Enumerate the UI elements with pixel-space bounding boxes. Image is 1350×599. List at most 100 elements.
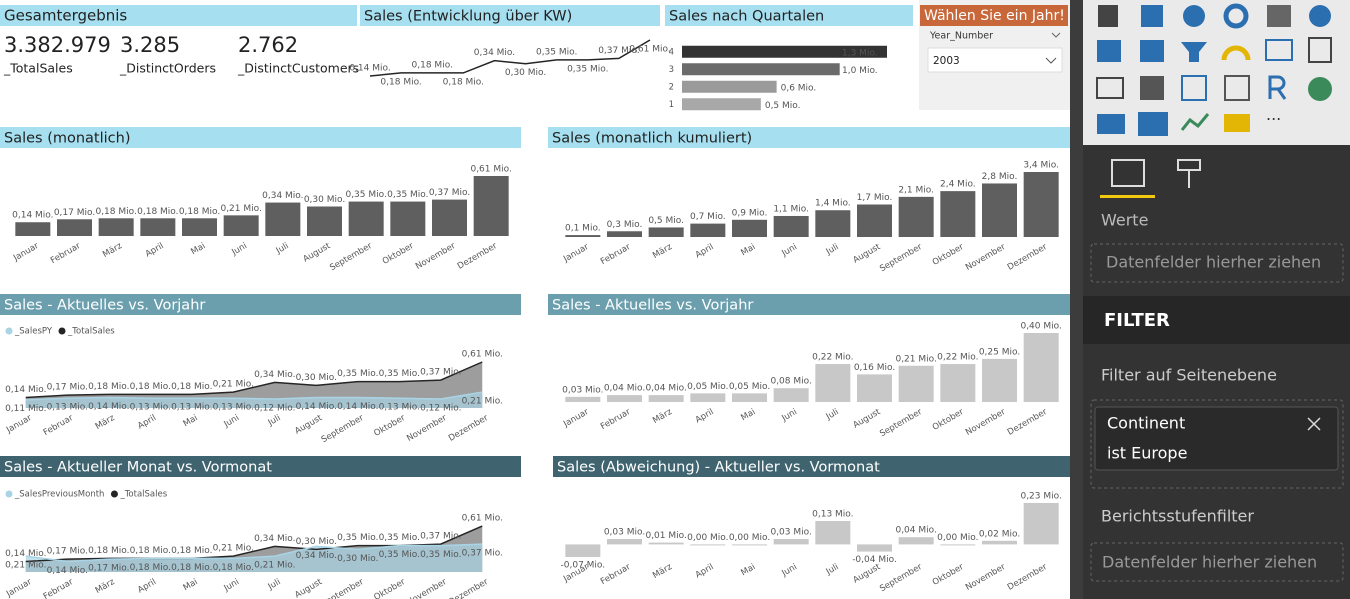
chevron[interactable] [1051,32,1061,38]
bar [1023,172,1059,237]
area-fill [25,544,483,572]
icon[interactable] [1221,45,1251,61]
data-label: 0,5 Mio. [648,216,684,226]
x-tick-label: Juli [824,407,841,422]
bar [432,199,467,236]
filter-card[interactable] [1094,406,1339,471]
data-label: 0,22 Mio. [812,353,853,363]
chart-title: Sales - Aktuelles vs. Vorjahr [4,298,205,314]
icon[interactable] [1309,5,1331,27]
icon[interactable] [1183,5,1205,27]
data-label: 0,05 Mio. [687,382,728,392]
y-tick-label: 4 [669,47,674,57]
section-label: Werte [1101,211,1148,230]
x-tick-label: Januar [4,577,34,599]
data-label: 0,35 Mio. [337,369,378,379]
data-label: 1,7 Mio. [857,193,893,203]
data-label: 0,35 Mio. [387,190,428,200]
icon[interactable] [1097,40,1121,62]
x-tick-label: August [851,562,882,586]
drop-zone[interactable] [1090,542,1344,582]
bar [473,176,509,236]
icon[interactable] [1141,5,1163,27]
icon[interactable] [1181,42,1207,62]
bar [648,227,684,237]
slicer-selected[interactable]: 2003 [933,55,960,67]
bar [690,223,726,237]
data-label: 0,17 Mio. [88,564,129,574]
data-label: 1,0 Mio. [842,66,878,76]
x-tick-label: August [851,407,882,431]
data-label: 2,4 Mio. [940,180,976,190]
icon[interactable] [1140,76,1164,100]
bar [98,218,134,236]
format-tab-icon[interactable] [1177,159,1201,188]
line [369,39,651,77]
data-label: 0,18 Mio. [179,207,220,217]
icon[interactable] [1224,75,1250,101]
icon[interactable] [1180,113,1210,131]
x-tick-label: Juli [274,241,291,256]
icon[interactable] [1140,40,1164,62]
x-tick-label: Juli [266,577,283,592]
slicer-dropdown[interactable] [927,47,1063,73]
bar [607,539,642,545]
bar [648,542,684,545]
kpi-label: _DistinctCustomers [237,61,359,76]
data-label: 1,1 Mio. [773,204,809,214]
x-tick-label: Juli [824,562,841,577]
x-tick-label: Februar [599,407,633,432]
fields-tab-icon[interactable] [1111,159,1145,187]
bar [982,540,1017,545]
icon[interactable] [1265,39,1293,61]
x-tick-label: Juni [779,242,798,259]
x-tick-label: März [101,241,124,260]
data-label: 0,17 Mio. [47,547,88,557]
drop-zone[interactable] [1090,243,1344,283]
x-tick-label: September [320,413,366,445]
legend-marker [5,490,13,498]
data-label: 0,13 Mio. [171,403,212,413]
remove-filter[interactable] [1307,417,1321,431]
y-tick-label: 2 [669,82,674,92]
bar [348,201,384,236]
x-tick-label: April [694,242,716,260]
icon[interactable] [1098,5,1118,27]
title-bar [665,5,913,26]
icon[interactable] [1097,114,1125,134]
filter-field: Continent [1107,414,1185,433]
data-label: 0,03 Mio. [562,385,603,395]
icon[interactable] [1096,77,1124,99]
icon[interactable] [1224,114,1250,132]
icon[interactable] [1268,75,1287,100]
icon[interactable] [1223,3,1249,29]
x-tick-label: Oktober [931,407,966,433]
data-label: 0,18 Mio. [137,207,178,217]
icon[interactable]: ··· [1266,110,1281,129]
drop-zone[interactable] [1090,399,1344,489]
bar [223,215,259,236]
slicer-field: Year_Number [929,31,993,42]
data-label: 0,61 Mio. [462,514,503,524]
chevron[interactable] [1045,57,1057,64]
chart-title: Sales - Aktueller Monat vs. Vormonat [4,460,272,476]
icon[interactable] [1267,5,1291,27]
title-bar [548,127,1070,148]
bar [857,204,892,237]
data-label: 0,7 Mio. [690,212,726,222]
icon[interactable] [1181,75,1207,101]
bar [682,45,887,58]
icon[interactable] [1308,37,1332,63]
bar [732,544,767,546]
bar [898,365,934,402]
icon[interactable] [1308,77,1332,101]
bar [857,544,892,552]
x-tick-label: März [94,413,117,432]
kpi-value: 3.285 [120,33,180,57]
chart-title: Sales (Abweichung) - Aktueller vs. Vormo… [557,460,880,476]
data-label: 0,21 Mio. [5,561,46,571]
bar [140,218,176,236]
icon[interactable] [1138,112,1168,136]
filter-header-bg [1083,296,1350,344]
